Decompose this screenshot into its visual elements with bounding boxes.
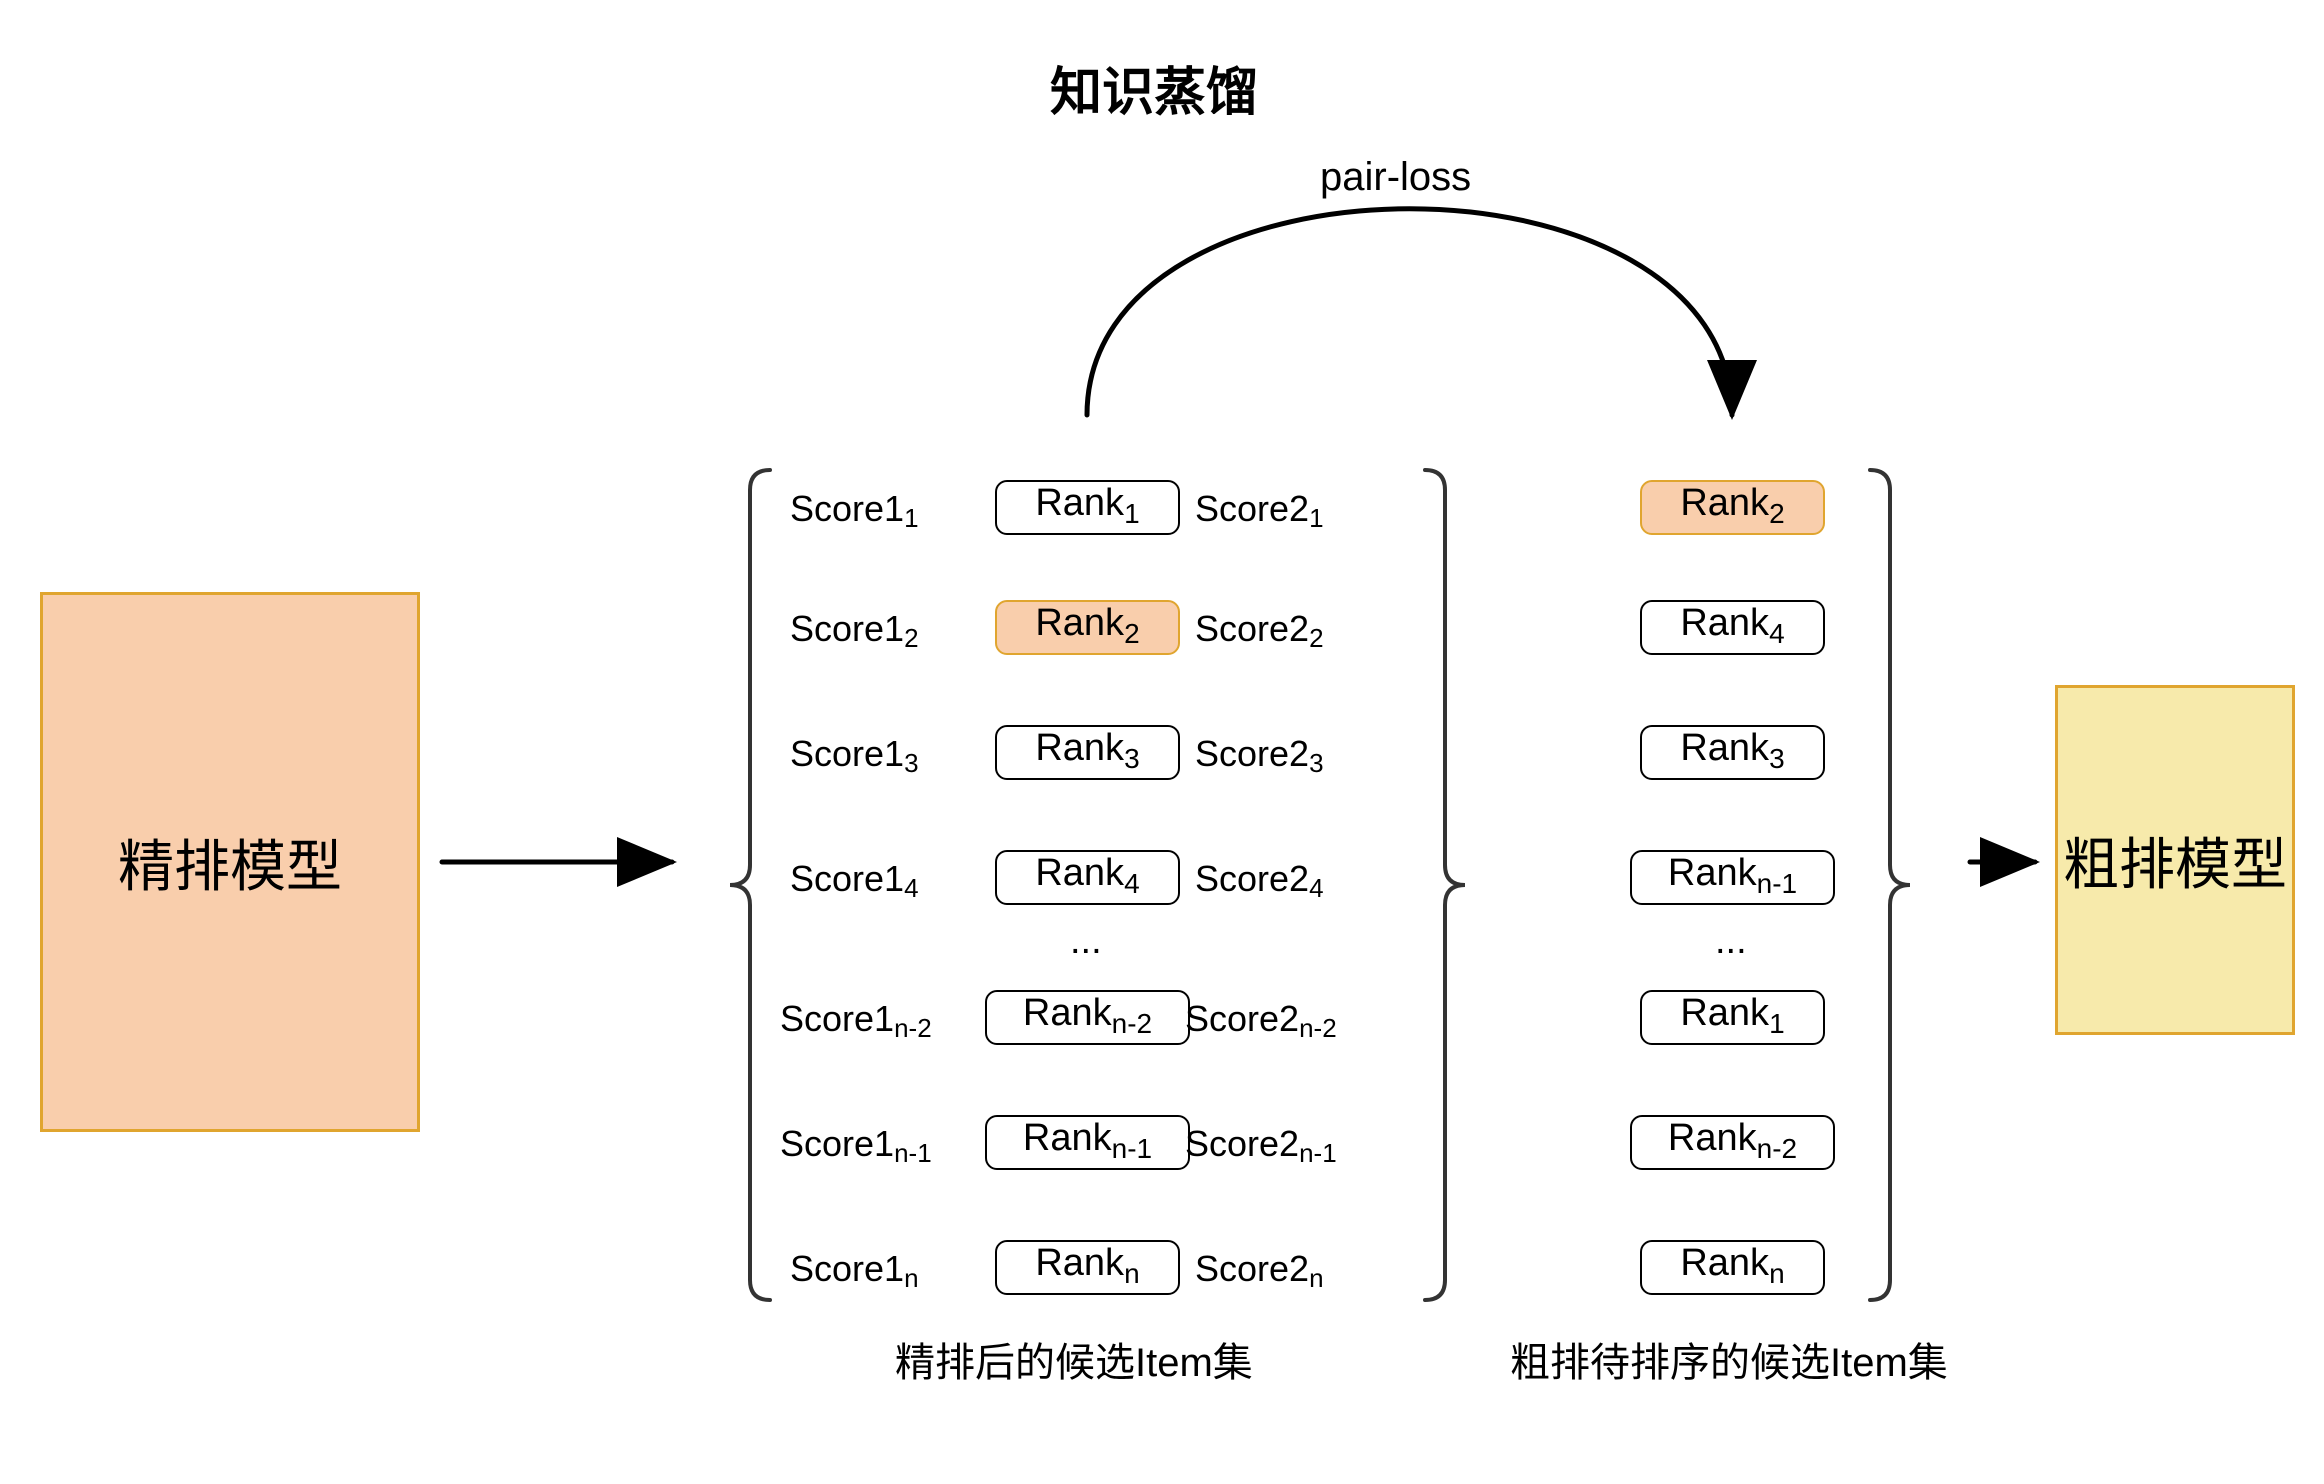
score-right-sub: n	[1309, 1263, 1323, 1293]
rank-label: Rank	[1023, 992, 1112, 1035]
score-left-text: Score1	[790, 608, 904, 649]
score-left-text: Score1	[790, 1248, 904, 1289]
diagram-canvas: 知识蒸馏精排模型 粗排模型精排后的候选Item集 粗排待排序的候选Item集 pair…	[0, 0, 2324, 1484]
score-left-sub: 3	[904, 748, 918, 778]
left-model-label: 精排模型	[118, 822, 342, 903]
score-right-sub: 1	[1309, 503, 1323, 533]
rank-box-1: Rank2	[995, 600, 1180, 655]
right-item-sub: 4	[1769, 618, 1785, 650]
pair-loss-label: pair-loss	[1320, 155, 1471, 200]
score-right-text: Score2	[1185, 1123, 1299, 1164]
rank-label: Rank	[1035, 727, 1124, 770]
score-right-1: Score22	[1195, 608, 1324, 650]
rank-box-2: Rank3	[995, 725, 1180, 780]
score-left-4: Score1n-2	[780, 998, 932, 1040]
right-item-1: Rank4	[1640, 600, 1825, 655]
right-model-box: 粗排模型	[2055, 685, 2295, 1035]
score-left-text: Score1	[790, 858, 904, 899]
right-item-label: Rank	[1668, 1117, 1757, 1160]
score-left-1: Score12	[790, 608, 919, 650]
right-item-label: Rank	[1680, 482, 1769, 525]
rank-label: Rank	[1035, 482, 1124, 525]
right-item-label: Rank	[1680, 1242, 1769, 1285]
brace-left	[730, 470, 770, 1300]
score-left-sub: 2	[904, 623, 918, 653]
right-item-sub: n	[1769, 1258, 1785, 1290]
left-section-label: 精排后的候选Item集	[895, 1330, 1253, 1388]
score-left-3: Score14	[790, 858, 919, 900]
score-right-text: Score2	[1195, 858, 1309, 899]
score-left-text: Score1	[780, 1123, 894, 1164]
right-item-label: Rank	[1680, 992, 1769, 1035]
rank-sub: n	[1124, 1258, 1140, 1290]
right-item-0: Rank2	[1640, 480, 1825, 535]
arrow-top-curve	[1087, 209, 1732, 415]
ellipsis-right: ...	[1715, 920, 1747, 963]
score-right-sub: n-1	[1299, 1138, 1337, 1168]
rank-sub: 4	[1124, 868, 1140, 900]
right-item-2: Rank3	[1640, 725, 1825, 780]
score-right-text: Score2	[1195, 608, 1309, 649]
score-right-text: Score2	[1195, 1248, 1309, 1289]
score-left-5: Score1n-1	[780, 1123, 932, 1165]
rank-label: Rank	[1035, 852, 1124, 895]
score-left-text: Score1	[790, 488, 904, 529]
score-right-2: Score23	[1195, 733, 1324, 775]
right-item-sub: 1	[1769, 1008, 1785, 1040]
score-right-sub: 3	[1309, 748, 1323, 778]
right-item-sub: 3	[1769, 743, 1785, 775]
rank-box-4: Rankn-2	[985, 990, 1190, 1045]
rank-sub: 3	[1124, 743, 1140, 775]
left-model-box: 精排模型	[40, 592, 420, 1132]
score-right-6: Score2n	[1195, 1248, 1324, 1290]
right-item-6: Rankn	[1640, 1240, 1825, 1295]
score-right-5: Score2n-1	[1185, 1123, 1337, 1165]
score-right-text: Score2	[1195, 733, 1309, 774]
rank-box-5: Rankn-1	[985, 1115, 1190, 1170]
score-left-sub: n-2	[894, 1013, 932, 1043]
rank-box-0: Rank1	[995, 480, 1180, 535]
right-item-sub: 2	[1769, 498, 1785, 530]
score-right-sub: 4	[1309, 873, 1323, 903]
right-section-label: 粗排待排序的候选Item集	[1510, 1330, 1948, 1388]
ellipsis-center: ...	[1070, 920, 1102, 963]
right-item-label: Rank	[1680, 602, 1769, 645]
score-left-sub: n-1	[894, 1138, 932, 1168]
brace-right	[1425, 470, 1465, 1300]
rank-label: Rank	[1023, 1117, 1112, 1160]
rank-box-6: Rankn	[995, 1240, 1180, 1295]
rank-sub: n-1	[1112, 1133, 1152, 1165]
right-item-3: Rankn-1	[1630, 850, 1835, 905]
score-right-text: Score2	[1185, 998, 1299, 1039]
score-right-sub: 2	[1309, 623, 1323, 653]
right-item-sub: n-1	[1757, 868, 1797, 900]
diagram-title: 知识蒸馏	[1050, 50, 1258, 125]
score-left-text: Score1	[780, 998, 894, 1039]
rank-sub: 2	[1124, 618, 1140, 650]
score-left-sub: n	[904, 1263, 918, 1293]
score-right-3: Score24	[1195, 858, 1324, 900]
score-left-6: Score1n	[790, 1248, 919, 1290]
brace-far-right	[1870, 470, 1910, 1300]
rank-box-3: Rank4	[995, 850, 1180, 905]
right-item-5: Rankn-2	[1630, 1115, 1835, 1170]
score-left-sub: 1	[904, 503, 918, 533]
right-item-sub: n-2	[1757, 1133, 1797, 1165]
right-item-label: Rank	[1668, 852, 1757, 895]
score-left-0: Score11	[790, 488, 919, 530]
rank-label: Rank	[1035, 1242, 1124, 1285]
right-item-label: Rank	[1680, 727, 1769, 770]
score-left-sub: 4	[904, 873, 918, 903]
right-item-4: Rank1	[1640, 990, 1825, 1045]
rank-label: Rank	[1035, 602, 1124, 645]
right-model-label: 粗排模型	[2063, 820, 2287, 901]
score-right-sub: n-2	[1299, 1013, 1337, 1043]
score-right-text: Score2	[1195, 488, 1309, 529]
score-left-2: Score13	[790, 733, 919, 775]
score-left-text: Score1	[790, 733, 904, 774]
rank-sub: n-2	[1112, 1008, 1152, 1040]
score-right-0: Score21	[1195, 488, 1324, 530]
score-right-4: Score2n-2	[1185, 998, 1337, 1040]
rank-sub: 1	[1124, 498, 1140, 530]
